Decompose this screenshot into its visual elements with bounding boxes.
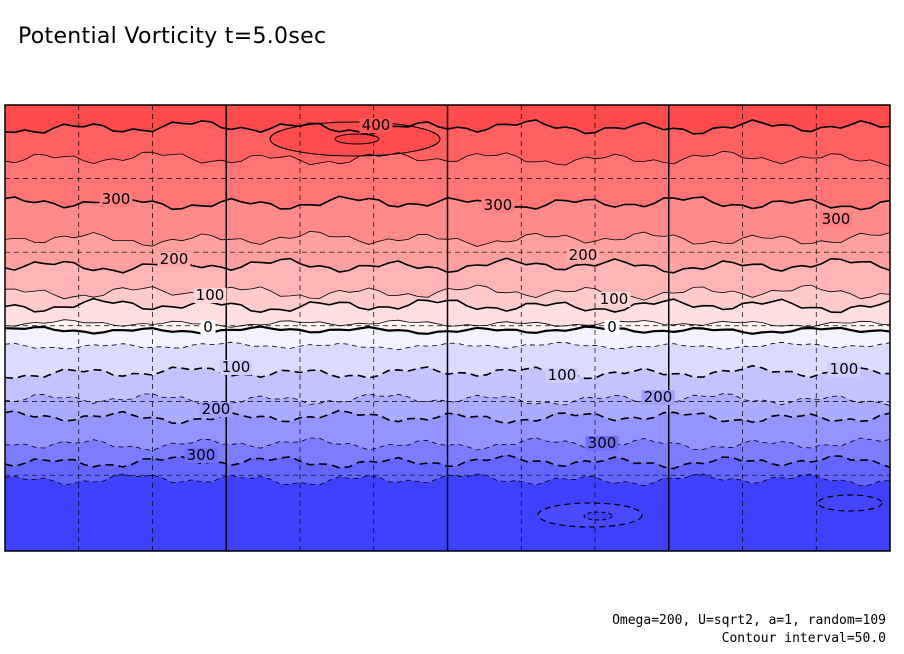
contour-label: 100 xyxy=(548,366,577,384)
contour-label-bg xyxy=(219,360,253,375)
contour-interval-note: Contour interval=50.0 xyxy=(721,631,886,646)
contour-label-bg xyxy=(827,362,861,377)
contour-label-bg xyxy=(641,390,675,405)
contour-label-bg xyxy=(604,320,620,335)
contour-label-bg xyxy=(819,212,853,227)
high-vortex-core xyxy=(334,133,380,145)
contour-label: 300 xyxy=(187,446,216,464)
parameters-note: Omega=200, U=sqrt2, a=1, random=109 xyxy=(612,613,886,628)
contour-label-bg xyxy=(200,320,216,335)
low-vortex-core xyxy=(583,511,613,521)
contour-label: 0 xyxy=(203,318,213,336)
contour-label-bg xyxy=(99,192,133,207)
contour-label-bg xyxy=(585,436,619,451)
contour-label-bg xyxy=(193,288,227,303)
contour-label-bg xyxy=(566,248,600,263)
contour-label: 300 xyxy=(102,190,131,208)
chart-title: Potential Vorticity t=5.0sec xyxy=(18,24,327,49)
contour-label-bg xyxy=(481,198,515,213)
contour-label: 200 xyxy=(160,250,189,268)
contour-label-bg xyxy=(545,368,579,383)
contour-label: 200 xyxy=(202,400,231,418)
contour-label: 300 xyxy=(484,196,513,214)
contour-label: 100 xyxy=(600,290,629,308)
contour-label: 100 xyxy=(196,286,225,304)
plot-frame xyxy=(4,104,891,552)
contour-label-bg xyxy=(359,118,393,133)
contour-label: 200 xyxy=(644,388,673,406)
contour-label-bg xyxy=(199,402,233,417)
low-vortex-right xyxy=(817,494,883,512)
grid-lines xyxy=(5,105,890,551)
contour-labels: 400 300 300 300 200 200 100 100 0 0 100 100 100 200 20… xyxy=(99,116,861,464)
contour-label: 300 xyxy=(822,210,851,228)
contour-label: 0 xyxy=(607,318,617,336)
contour-label: 400 xyxy=(362,116,391,134)
contour-label: 100 xyxy=(222,358,251,376)
contour-label: 200 xyxy=(569,246,598,264)
contour-label: 300 xyxy=(588,434,617,452)
contour-label-bg xyxy=(184,448,218,463)
contour-label-bg xyxy=(157,252,191,267)
contour-label: 100 xyxy=(830,360,859,378)
contour-label-bg xyxy=(597,292,631,307)
